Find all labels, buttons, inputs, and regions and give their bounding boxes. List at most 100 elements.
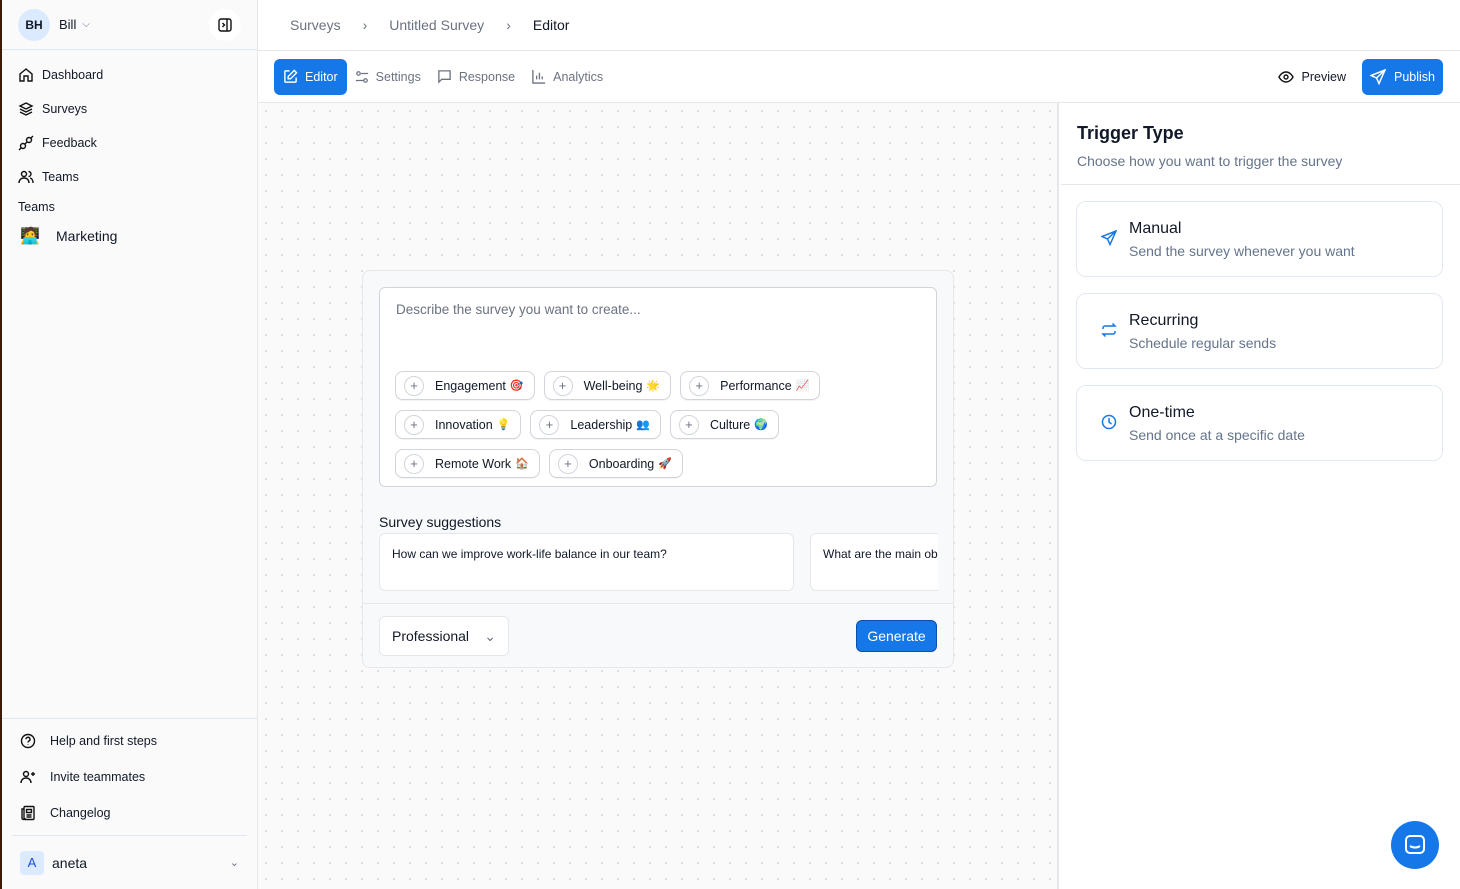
tab-label: Response (458, 69, 516, 84)
user-menu[interactable]: BH Bill ⌵ (2, 0, 257, 50)
edit-icon (284, 69, 298, 83)
placeholder: Describe the survey you want to create..… (396, 302, 641, 317)
tab-analytics[interactable]: Analytics (523, 59, 611, 95)
plus-icon: + (539, 414, 560, 435)
option-desc: Send once at a specific date (1129, 426, 1305, 443)
users-icon (18, 170, 34, 184)
topic-chip[interactable]: + Innovation 💡 (395, 410, 522, 439)
changelog-label: Changelog (50, 806, 111, 820)
chevron-down-icon: ⌄ (484, 627, 496, 644)
suggestion-card[interactable]: How can we improve work-life balance in … (379, 533, 794, 591)
chip-label: Well-being (583, 378, 643, 393)
plus-icon: + (552, 375, 573, 396)
chip-emoji: 🌟 (646, 380, 661, 392)
tab-label: Analytics (553, 69, 604, 84)
suggestion-card[interactable]: What are the main ob (810, 533, 938, 591)
topic-chip[interactable]: + Remote Work 🏠 (395, 449, 540, 478)
tab-settings[interactable]: Settings (347, 59, 429, 95)
breadcrumb-surveys[interactable]: Surveys (290, 17, 341, 33)
sidebar-item-dashboard[interactable]: Dashboard (2, 58, 257, 92)
plus-icon: + (404, 414, 424, 435)
topic-chip[interactable]: + Culture 🌍 (669, 410, 779, 439)
option-desc: Send the survey whenever you want (1129, 242, 1355, 259)
topic-chips: + Engagement 🎯 + Well-being 🌟 + Performance 📈 + In… (395, 371, 930, 478)
sidebar-item-label: Teams (42, 170, 79, 184)
account-menu[interactable]: A aneta ⌄ (12, 835, 247, 889)
eye-icon (1277, 70, 1294, 83)
chip-emoji: 👥 (636, 419, 650, 431)
send-icon (1370, 68, 1386, 85)
chip-emoji: 📈 (795, 380, 810, 392)
topic-chip[interactable]: + Well-being 🌟 (543, 371, 672, 400)
tone-value: Professional (392, 628, 470, 644)
chip-emoji: 🎯 (509, 380, 524, 392)
plus-icon: + (557, 453, 578, 474)
panel-subtitle: Choose how you want to trigger the surve… (1077, 153, 1343, 169)
sidebar-toggle-icon (218, 17, 232, 32)
chat-launcher-button[interactable] (1391, 821, 1439, 869)
chevron-down-icon: ⌵ (82, 19, 90, 30)
publish-button[interactable]: Publish (1362, 58, 1443, 95)
survey-description-input[interactable]: Describe the survey you want to create..… (379, 287, 937, 487)
help-link[interactable]: Help and first steps (2, 723, 257, 759)
chevron-right-icon: › (506, 17, 511, 33)
sidebar-item-teams[interactable]: Teams (2, 160, 257, 194)
home-icon (19, 68, 33, 82)
tone-select[interactable]: Professional ⌄ (379, 616, 509, 656)
message-square-icon (438, 70, 451, 84)
option-title: One-time (1129, 403, 1195, 421)
account-avatar: A (20, 850, 44, 875)
team-emoji: 🧑‍💻 (20, 228, 40, 245)
tab-response[interactable]: Response (429, 59, 523, 95)
plug-icon (18, 135, 34, 151)
editor-canvas: Describe the survey you want to create..… (258, 103, 1059, 889)
invite-link[interactable]: Invite teammates (2, 759, 257, 795)
topic-chip[interactable]: + Leadership 👥 (530, 410, 661, 439)
chip-label: Performance (720, 378, 792, 393)
breadcrumb: Surveys › Untitled Survey › Editor (258, 0, 1460, 51)
preview-label: Preview (1301, 69, 1346, 84)
preview-button[interactable]: Preview (1277, 69, 1346, 85)
sidebar-item-feedback[interactable]: Feedback (2, 126, 257, 160)
trigger-option-one-time[interactable]: One-time Send once at a specific date (1076, 385, 1443, 461)
layers-icon (18, 102, 34, 116)
chip-label: Engagement (435, 378, 506, 393)
topic-chip[interactable]: + Onboarding 🚀 (548, 449, 683, 478)
teams-heading: Teams (18, 200, 55, 214)
trigger-option-manual[interactable]: Manual Send the survey whenever you want (1076, 201, 1443, 277)
breadcrumb-survey[interactable]: Untitled Survey (389, 17, 485, 33)
topic-chip[interactable]: + Engagement 🎯 (395, 371, 535, 400)
breadcrumb-current: Editor (532, 17, 570, 33)
plus-icon: + (404, 375, 424, 396)
avatar: BH (18, 8, 50, 41)
sidebar-item-label: Surveys (42, 102, 88, 116)
chip-label: Remote Work (435, 456, 512, 471)
survey-generator-card: Describe the survey you want to create..… (362, 270, 954, 668)
sidebar-item-label: Feedback (42, 136, 97, 150)
chip-label: Leadership (570, 417, 633, 432)
help-label: Help and first steps (50, 734, 157, 748)
send-icon (1100, 229, 1118, 246)
tab-editor[interactable]: Editor (274, 58, 347, 95)
user-plus-icon (20, 770, 35, 784)
plus-icon: + (404, 453, 424, 474)
chevron-down-icon: ⌄ (229, 857, 239, 869)
topic-chip[interactable]: + Performance 📈 (680, 371, 821, 400)
invite-label: Invite teammates (50, 770, 146, 784)
chip-emoji: 💡 (496, 419, 511, 431)
help-circle-icon (20, 733, 36, 749)
chip-emoji: 🌍 (754, 419, 768, 431)
account-name: aneta (52, 854, 88, 871)
sidebar-item-surveys[interactable]: Surveys (2, 92, 257, 126)
plus-icon: + (678, 414, 699, 435)
collapse-sidebar-button[interactable] (209, 8, 241, 41)
toolbar: Editor Settings Response Analytics Previ… (258, 51, 1460, 103)
trigger-option-recurring[interactable]: Recurring Schedule regular sends (1076, 293, 1443, 369)
team-marketing[interactable]: 🧑‍💻 Marketing (2, 220, 257, 252)
changelog-link[interactable]: Changelog (2, 795, 257, 831)
panel-title: Trigger Type (1077, 123, 1184, 143)
chip-emoji: 🚀 (658, 458, 672, 470)
trigger-panel: Trigger Type Choose how you want to trig… (1061, 103, 1460, 889)
generate-button[interactable]: Generate (856, 620, 937, 652)
option-title: Manual (1129, 219, 1182, 237)
